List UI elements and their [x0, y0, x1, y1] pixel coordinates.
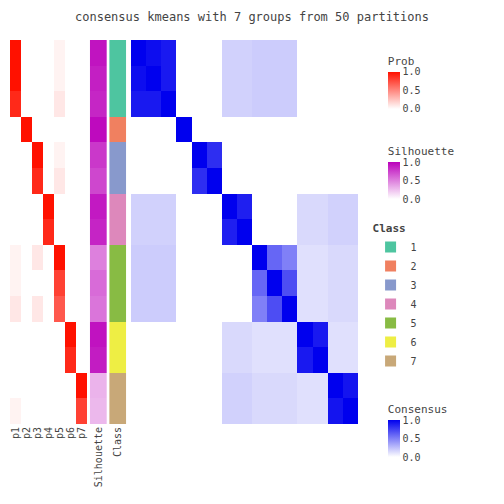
- svg-text:p4: p4: [43, 427, 54, 439]
- svg-text:p6: p6: [65, 427, 76, 439]
- svg-text:1.0: 1.0: [403, 415, 421, 426]
- svg-text:Consensus: Consensus: [388, 403, 448, 416]
- svg-text:2: 2: [411, 261, 417, 272]
- svg-text:p1: p1: [10, 427, 21, 439]
- svg-text:1.0: 1.0: [403, 157, 421, 168]
- svg-text:consensus kmeans with 7 groups: consensus kmeans with 7 groups from 50 p…: [75, 10, 429, 24]
- svg-text:5: 5: [411, 318, 417, 329]
- svg-text:3: 3: [411, 280, 417, 291]
- svg-text:7: 7: [411, 356, 417, 367]
- svg-text:6: 6: [411, 337, 417, 348]
- svg-text:1.0: 1.0: [403, 66, 421, 77]
- svg-text:p3: p3: [32, 427, 43, 439]
- svg-text:0.5: 0.5: [403, 175, 421, 186]
- svg-text:p5: p5: [54, 427, 65, 439]
- svg-text:0.5: 0.5: [403, 433, 421, 444]
- svg-text:0.5: 0.5: [403, 85, 421, 96]
- svg-text:Class: Class: [112, 427, 123, 457]
- svg-text:Silhouette: Silhouette: [93, 427, 104, 487]
- svg-text:0.0: 0.0: [403, 452, 421, 463]
- svg-text:Class: Class: [373, 222, 406, 235]
- svg-text:1: 1: [411, 242, 417, 253]
- svg-text:Silhouette: Silhouette: [388, 145, 454, 158]
- svg-text:0.0: 0.0: [403, 194, 421, 205]
- svg-text:p7: p7: [76, 427, 87, 439]
- svg-text:p2: p2: [21, 427, 32, 439]
- svg-text:4: 4: [411, 299, 417, 310]
- svg-text:Prob: Prob: [388, 55, 415, 68]
- svg-text:0.0: 0.0: [403, 103, 421, 114]
